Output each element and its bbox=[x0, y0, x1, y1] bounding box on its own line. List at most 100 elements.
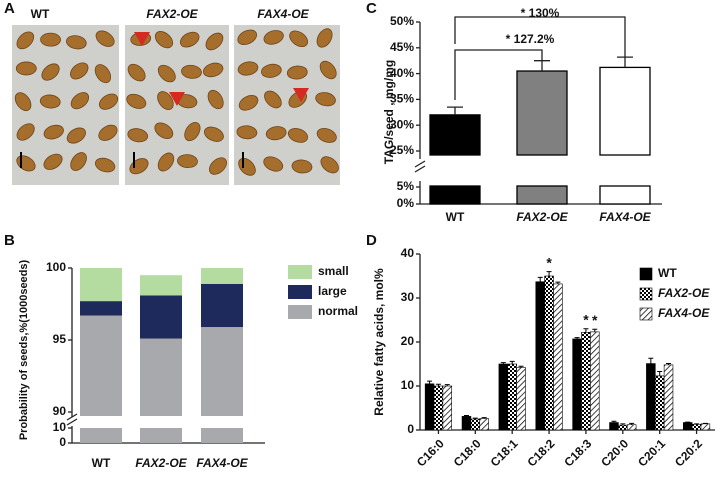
y-tick-label: 40% bbox=[390, 66, 414, 80]
bar bbox=[535, 281, 545, 431]
axis-break bbox=[414, 165, 426, 173]
bar-lower bbox=[516, 185, 568, 205]
y-tick-label: 30 bbox=[401, 290, 415, 304]
legend-swatch bbox=[288, 305, 312, 319]
error-bar bbox=[444, 384, 450, 386]
y-tick-label: 100 bbox=[46, 260, 66, 274]
seed bbox=[127, 128, 149, 143]
error-bar bbox=[666, 363, 672, 365]
error-bar bbox=[534, 60, 550, 72]
bar-segment-lower bbox=[140, 428, 182, 443]
bar bbox=[654, 375, 665, 431]
seed bbox=[204, 126, 224, 142]
seed bbox=[238, 95, 259, 111]
seed bbox=[94, 64, 112, 84]
bar bbox=[646, 363, 656, 431]
bar-segment bbox=[140, 295, 182, 339]
error-bar bbox=[500, 362, 506, 364]
axis-break bbox=[414, 160, 426, 168]
seed bbox=[70, 92, 90, 110]
error-bar bbox=[611, 420, 617, 423]
bar bbox=[700, 423, 711, 431]
seed bbox=[237, 61, 259, 76]
seed bbox=[95, 30, 115, 47]
panel-label: A bbox=[4, 0, 15, 17]
photo-title: FAX4-OE bbox=[257, 7, 309, 21]
error-bar bbox=[574, 337, 580, 339]
legend-swatch bbox=[639, 307, 653, 321]
seed bbox=[315, 92, 336, 107]
annotation: * bbox=[592, 312, 598, 328]
legend-label: FAX4-OE bbox=[658, 306, 710, 320]
error-bar bbox=[617, 56, 633, 68]
seed bbox=[154, 122, 174, 139]
seed bbox=[202, 62, 224, 78]
panel-label: C bbox=[366, 0, 377, 17]
y-axis-label: TAG/seed , mg/mg bbox=[382, 60, 396, 164]
bar-segment-lower bbox=[201, 428, 243, 443]
x-tick-label: C20:0 bbox=[598, 436, 631, 469]
x-tick-label: C20:1 bbox=[635, 436, 668, 469]
x-tick-label: FAX4-OE bbox=[599, 210, 651, 224]
seed bbox=[41, 63, 60, 81]
error-bar bbox=[509, 360, 515, 364]
seed bbox=[289, 30, 309, 47]
error-bar bbox=[447, 106, 463, 115]
legend-label: normal bbox=[318, 304, 358, 318]
seed bbox=[66, 127, 86, 144]
seed bbox=[40, 32, 61, 47]
bar bbox=[572, 338, 582, 431]
seed bbox=[261, 63, 282, 78]
seed bbox=[316, 28, 333, 48]
bar bbox=[663, 364, 674, 431]
bar-segment bbox=[80, 268, 122, 302]
bar-lower bbox=[429, 185, 481, 205]
x-tick-label: C18:1 bbox=[488, 436, 521, 469]
bar bbox=[599, 66, 651, 156]
arrowhead bbox=[134, 32, 150, 46]
x-tick-label: FAX2-OE bbox=[135, 456, 187, 470]
seed bbox=[209, 157, 227, 175]
x-tick-label: C18:2 bbox=[524, 436, 557, 469]
y-tick-label: 50% bbox=[390, 14, 414, 28]
seed bbox=[43, 153, 63, 170]
y-tick-label: 95 bbox=[53, 332, 67, 346]
annotation: * 130% bbox=[521, 6, 560, 20]
bar bbox=[626, 424, 637, 431]
seed bbox=[16, 123, 35, 141]
seed bbox=[39, 94, 61, 109]
bar-segment bbox=[201, 268, 243, 284]
bar bbox=[581, 332, 591, 431]
bar bbox=[507, 363, 517, 431]
bar bbox=[433, 385, 444, 431]
annotation: * 127.2% bbox=[506, 32, 555, 46]
y-tick-label: 0 bbox=[407, 422, 414, 436]
seed bbox=[154, 31, 174, 49]
x-tick-label: C18:3 bbox=[561, 436, 594, 469]
arrowhead bbox=[293, 88, 309, 102]
legend-label: FAX2-OE bbox=[658, 286, 710, 300]
error-bar bbox=[620, 423, 626, 426]
error-bar bbox=[518, 365, 524, 368]
error-bar bbox=[592, 328, 598, 332]
photo-title: FAX2-OE bbox=[146, 7, 198, 21]
bar-segment bbox=[80, 301, 122, 316]
bar-segment-lower bbox=[80, 428, 122, 443]
seed bbox=[287, 128, 309, 143]
y-axis-label: Probability of seeds,%(1000seeds) bbox=[18, 259, 30, 440]
bar-lower bbox=[599, 185, 651, 205]
bar bbox=[544, 275, 554, 431]
y-tick-label: 10 bbox=[53, 420, 67, 434]
y-tick-label: 0% bbox=[397, 196, 415, 210]
error-bar bbox=[481, 417, 487, 419]
y-tick-label: 35% bbox=[390, 92, 414, 106]
y-tick-label: 20 bbox=[401, 334, 415, 348]
seed bbox=[286, 65, 308, 80]
seed bbox=[98, 124, 118, 141]
legend-swatch bbox=[288, 265, 312, 279]
seed bbox=[70, 62, 89, 80]
seed bbox=[291, 159, 313, 174]
error-bar bbox=[427, 380, 433, 384]
bar-segment bbox=[80, 315, 122, 416]
